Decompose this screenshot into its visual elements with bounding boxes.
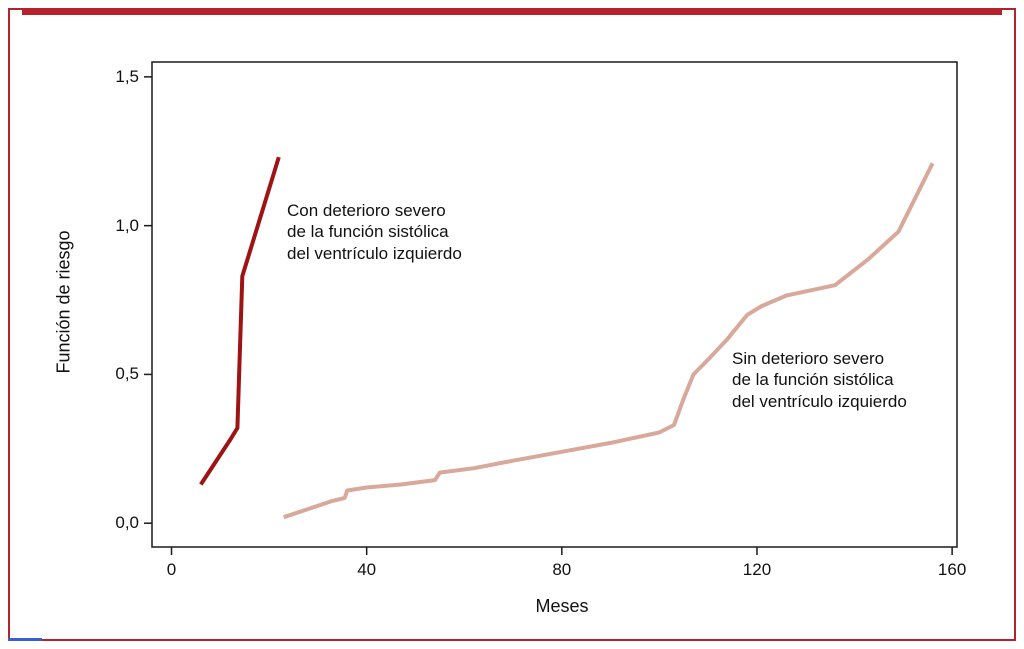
y-tick-label: 0,0 — [115, 513, 139, 533]
x-tick-label: 80 — [552, 560, 572, 579]
x-tick-label: 160 — [937, 560, 967, 579]
figure-panel: Función de riesgo Meses Con deterioro se… — [8, 8, 1016, 641]
annotation-con-deterioro: Con deterioro severo de la función sistó… — [287, 201, 462, 263]
x-tick-label: 120 — [742, 560, 772, 579]
hazard-function-chart: Función de riesgo Meses Con deterioro se… — [10, 10, 1014, 639]
top-rule — [22, 10, 1002, 15]
y-tick-label: 1,5 — [115, 66, 139, 86]
plot-frame — [151, 61, 958, 548]
plot-canvas — [144, 61, 958, 555]
x-tick-label: 40 — [357, 560, 377, 579]
y-tick-label: 1,0 — [115, 215, 139, 235]
series-line-0 — [199, 156, 281, 486]
annotation-sin-deterioro: Sin deterioro severo de la función sistó… — [732, 349, 907, 411]
bottom-left-blue-mark — [8, 638, 42, 641]
y-axis-title: Función de riesgo — [53, 230, 74, 374]
x-axis-title: Meses — [535, 596, 589, 616]
y-tick-label: 0,5 — [115, 364, 139, 384]
series-line-1 — [283, 162, 935, 520]
x-tick-label: 0 — [166, 560, 177, 579]
